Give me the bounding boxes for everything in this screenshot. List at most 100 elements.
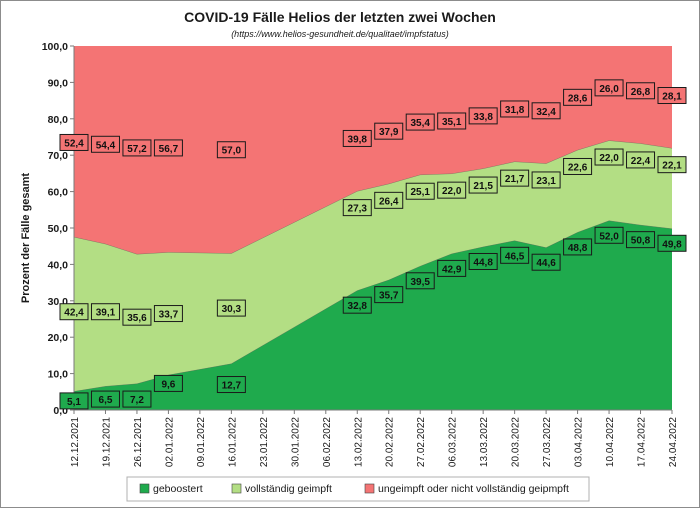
data-label-s1-13: 21,5 xyxy=(468,176,498,194)
data-label-s2-17-text: 26,0 xyxy=(599,84,619,95)
x-tick-label: 27.03.2022 xyxy=(542,417,553,467)
data-label-s1-2-box xyxy=(122,308,152,326)
data-label-s2-13-text: 33,8 xyxy=(473,112,493,123)
legend-swatch-geboostert xyxy=(139,483,150,494)
data-label-s2-18-box xyxy=(626,82,656,100)
legend: geboostert vollständig geimpft ungeimpft… xyxy=(126,476,590,502)
data-label-s0-14-box xyxy=(500,246,530,264)
y-axis-label: Prozent der Fälle gesamt xyxy=(20,173,32,304)
data-label-s2-19-text: 28,1 xyxy=(662,92,682,103)
x-tick-label: 16.01.2022 xyxy=(227,417,238,467)
data-label-s0-9-text: 32,8 xyxy=(348,301,368,312)
y-tick-label: 60,0 xyxy=(48,187,69,199)
data-label-s1-17-box xyxy=(594,148,624,166)
data-label-s0-10-box xyxy=(374,286,404,304)
y-tick-label: 20,0 xyxy=(48,332,69,344)
data-label-s0-5: 12,7 xyxy=(216,376,246,394)
data-label-s0-13-text: 44,8 xyxy=(473,257,493,268)
data-label-s0-0-text: 5,1 xyxy=(67,397,81,408)
data-label-s2-5-box xyxy=(216,141,246,159)
data-label-s0-2-text: 7,2 xyxy=(130,395,144,406)
data-label-s0-1: 6,5 xyxy=(90,390,120,408)
legend-label-vollstaendig: vollständig geimpft xyxy=(245,483,332,495)
data-label-s0-13: 44,8 xyxy=(468,252,498,270)
data-label-s1-11-text: 25,1 xyxy=(410,187,430,198)
y-tick-label: 90,0 xyxy=(48,77,69,89)
data-label-s0-3-box xyxy=(153,374,183,392)
data-label-s0-19: 49,8 xyxy=(657,234,687,252)
data-label-s2-9: 39,8 xyxy=(342,129,372,147)
x-tick-label: 20.03.2022 xyxy=(511,417,522,467)
data-label-s2-13: 33,8 xyxy=(468,107,498,125)
axes xyxy=(70,45,673,414)
data-label-s0-12-text: 42,9 xyxy=(442,264,462,275)
data-label-s0-16: 48,8 xyxy=(563,238,593,256)
area-geboostert xyxy=(74,220,672,410)
data-label-s1-12: 22,0 xyxy=(437,181,467,199)
data-label-s2-9-text: 39,8 xyxy=(348,134,368,145)
data-label-s0-18-box xyxy=(626,231,656,249)
y-tick-label: 10,0 xyxy=(48,369,69,381)
data-label-s2-16: 28,6 xyxy=(563,88,593,106)
data-label-s1-9-text: 27,3 xyxy=(348,204,368,215)
data-label-s1-1-text: 39,1 xyxy=(96,308,116,319)
data-label-s1-1: 39,1 xyxy=(90,303,120,321)
data-label-s2-16-box xyxy=(563,88,593,106)
legend-box xyxy=(126,476,590,502)
data-label-s2-19: 28,1 xyxy=(657,87,687,105)
data-label-s0-9: 32,8 xyxy=(342,296,372,314)
data-label-s2-19-box xyxy=(657,87,687,105)
data-label-s1-18-box xyxy=(626,151,656,169)
data-label-s0-14: 46,5 xyxy=(500,246,530,264)
data-label-s0-2-box xyxy=(122,390,152,408)
data-label-s0-14-text: 46,5 xyxy=(505,251,525,262)
plot-areas xyxy=(73,46,673,410)
data-label-s2-0-text: 52,4 xyxy=(64,138,84,149)
legend-swatch-vollstaendig xyxy=(231,483,242,494)
data-label-s0-17: 52,0 xyxy=(594,226,624,244)
data-label-s2-14-text: 31,8 xyxy=(505,105,525,116)
data-label-s1-9-box xyxy=(342,199,372,217)
data-label-s2-1-box xyxy=(90,135,120,153)
data-label-s2-15: 32,4 xyxy=(531,102,561,120)
data-label-s1-5-box xyxy=(216,299,246,317)
data-label-s0-17-box xyxy=(594,226,624,244)
data-label-s1-5-text: 30,3 xyxy=(222,304,242,315)
data-label-s1-13-box xyxy=(468,176,498,194)
data-label-s2-3-box xyxy=(153,139,183,157)
data-label-s1-12-text: 22,0 xyxy=(442,186,462,197)
legend-label-ungeimpft: ungeimpft oder nicht vollständig geipmpf… xyxy=(378,483,569,495)
x-tick-label: 26.12.2021 xyxy=(133,417,144,467)
data-label-s1-10: 26,4 xyxy=(374,191,404,209)
data-label-s0-3: 9,6 xyxy=(153,374,183,392)
data-label-s2-12: 35,1 xyxy=(437,112,467,130)
x-tick-label: 23.01.2022 xyxy=(259,417,270,467)
data-label-s1-10-text: 26,4 xyxy=(379,196,399,207)
data-label-s0-5-box xyxy=(216,376,246,394)
data-label-s1-5: 30,3 xyxy=(216,299,246,317)
x-tick-label: 17.04.2022 xyxy=(637,417,648,467)
data-label-s0-0: 5,1 xyxy=(59,392,89,410)
chart-subtitle: (https://www.helios-gesundheit.de/qualit… xyxy=(231,29,449,39)
data-label-s0-16-box xyxy=(563,238,593,256)
x-tick-label: 19.12.2021 xyxy=(101,417,112,467)
data-label-s2-1-text: 54,4 xyxy=(96,140,116,151)
y-tick-label: 50,0 xyxy=(48,223,69,235)
data-label-s1-17: 22,0 xyxy=(594,148,624,166)
x-tick-label: 02.01.2022 xyxy=(164,417,175,467)
data-label-s0-18-text: 50,8 xyxy=(631,236,651,247)
data-label-s0-10-text: 35,7 xyxy=(379,291,399,302)
data-label-s2-9-box xyxy=(342,129,372,147)
x-tick-label: 09.01.2022 xyxy=(196,417,207,467)
data-label-s0-1-text: 6,5 xyxy=(99,395,113,406)
data-label-s2-10-text: 37,9 xyxy=(379,127,399,138)
data-label-s0-16-text: 48,8 xyxy=(568,243,588,254)
data-label-s2-15-text: 32,4 xyxy=(536,107,556,118)
x-tick-labels: 12.12.2021 19.12.2021 26.12.2021 02.01.2022… xyxy=(70,417,679,467)
x-tick-label: 24.04.2022 xyxy=(668,417,679,467)
data-label-s0-15-box xyxy=(531,253,561,271)
data-label-s1-1-box xyxy=(90,303,120,321)
x-tick-label: 13.03.2022 xyxy=(479,417,490,467)
data-label-s1-16: 22,6 xyxy=(563,157,593,175)
